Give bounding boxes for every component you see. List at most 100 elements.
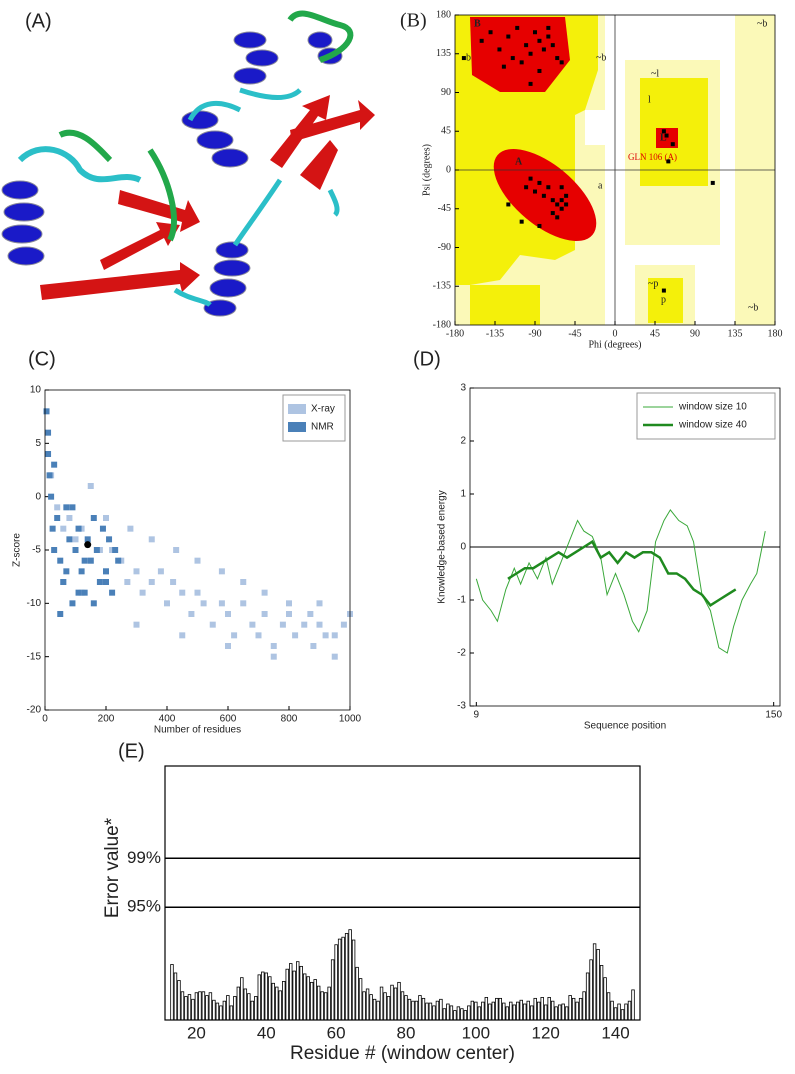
bar [585, 972, 590, 1021]
bar [519, 999, 523, 1021]
point [546, 185, 551, 190]
y-tick-label: -15 [27, 651, 42, 662]
point [515, 25, 520, 30]
y-tick-label: -180 [433, 319, 451, 330]
bar [481, 1001, 485, 1021]
bar [372, 998, 377, 1021]
bar [449, 1005, 454, 1021]
legend-box [636, 392, 776, 440]
bar [512, 1004, 516, 1021]
point [81, 557, 88, 564]
x-tick-label: 100 [462, 1023, 490, 1042]
panel-label: (B) [400, 10, 427, 32]
bar [386, 996, 391, 1021]
point [96, 547, 103, 553]
bar [285, 968, 289, 1021]
x-tick-label: 40 [257, 1023, 276, 1042]
bar [233, 996, 237, 1021]
bar [421, 997, 426, 1021]
bar [247, 993, 251, 1021]
point [533, 30, 537, 35]
point [461, 56, 466, 61]
bar [170, 964, 174, 1021]
y-tick-label: -3 [457, 701, 466, 712]
bar [477, 1006, 482, 1021]
point [537, 68, 542, 73]
line [475, 509, 766, 654]
x-tick-label: -135 [486, 328, 504, 339]
bar [365, 988, 370, 1021]
bar [397, 981, 401, 1021]
point [194, 557, 201, 564]
region-label: ~b [596, 52, 606, 63]
point [103, 515, 109, 521]
region-label: ~b [748, 302, 758, 313]
x-tick-label: 45 [650, 328, 660, 339]
coil [287, 10, 354, 63]
point [90, 600, 97, 607]
bar [180, 991, 185, 1021]
point [506, 34, 511, 39]
panel-label: (A) [25, 10, 52, 32]
bar [271, 982, 275, 1021]
point [240, 579, 247, 585]
y-tick-label: 90 [441, 87, 451, 98]
point [112, 547, 119, 553]
region-label: A [515, 156, 523, 167]
point [510, 56, 515, 61]
bar [425, 1002, 429, 1021]
bar [341, 936, 345, 1021]
bar [393, 987, 398, 1021]
bar [289, 963, 293, 1021]
bar [624, 1003, 628, 1021]
y-tick-label: 0 [35, 491, 41, 502]
point [270, 653, 277, 660]
point [225, 643, 231, 649]
point [546, 34, 551, 39]
legend-label: window size 40 [678, 420, 747, 431]
point [550, 43, 555, 48]
point [43, 408, 50, 415]
point [51, 461, 58, 468]
point [139, 589, 146, 596]
bar [533, 997, 537, 1021]
bar-chart: (E) 95% 99% 20 40 60 80 100 120 140 Residue # (win… [102, 740, 641, 1064]
coil [173, 188, 340, 308]
point [310, 643, 317, 649]
point [555, 202, 560, 207]
bar [435, 1000, 440, 1021]
region-label: B [474, 18, 481, 29]
bar [261, 971, 265, 1021]
bar [194, 992, 199, 1021]
coil [187, 87, 302, 247]
point [90, 515, 97, 521]
panel-label: (E) [118, 740, 145, 762]
point [541, 47, 546, 52]
point [528, 176, 533, 181]
point [54, 504, 61, 511]
point [109, 589, 116, 596]
bar [302, 973, 307, 1021]
x-tick-label: 0 [613, 328, 618, 339]
point [127, 525, 134, 532]
bar [407, 998, 412, 1021]
bar [323, 992, 328, 1021]
bar [240, 977, 244, 1021]
bar [592, 943, 597, 1021]
point [103, 579, 109, 585]
y-tick-label: 3 [460, 383, 466, 394]
point [78, 525, 85, 532]
bar [264, 972, 268, 1021]
x-tick-label: 600 [220, 714, 237, 725]
point [157, 568, 164, 575]
bar [275, 986, 279, 1021]
bar [561, 1003, 565, 1021]
bar [631, 989, 635, 1021]
bar [404, 995, 408, 1021]
point [46, 472, 53, 479]
point [173, 547, 180, 553]
region-label: b [466, 52, 471, 63]
bar [439, 998, 443, 1021]
bar [205, 995, 209, 1021]
